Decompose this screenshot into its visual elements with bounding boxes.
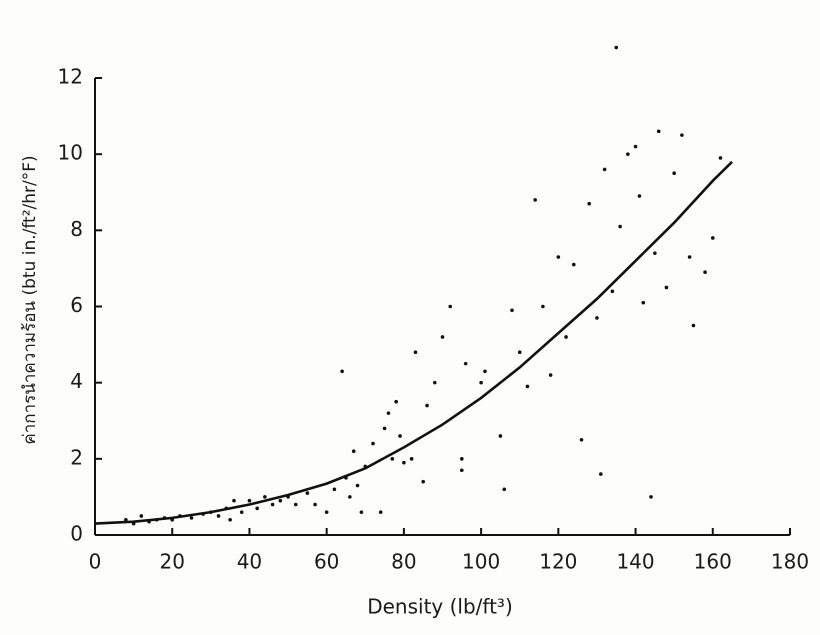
data-point	[394, 399, 398, 404]
data-point	[556, 255, 561, 259]
data-point	[641, 300, 646, 305]
x-tick-label: 60	[314, 550, 339, 574]
data-point	[703, 270, 707, 275]
data-point	[498, 434, 503, 438]
y-tick-label: 12	[58, 65, 83, 89]
data-point	[653, 251, 657, 255]
x-tick-label: 80	[391, 550, 416, 574]
data-point	[270, 502, 275, 507]
data-point	[510, 308, 514, 313]
data-point	[656, 129, 661, 134]
data-point	[691, 323, 696, 328]
data-point	[599, 472, 603, 476]
data-point	[633, 144, 638, 149]
data-point	[595, 316, 599, 320]
y-axis-title: ค่าการนำความร้อน (btu in./ft²/hr/°F)	[20, 155, 40, 444]
data-point	[610, 289, 615, 294]
data-point	[483, 369, 487, 374]
data-point	[332, 487, 337, 492]
data-point	[432, 380, 437, 385]
data-point	[398, 434, 402, 438]
data-point	[460, 468, 464, 473]
data-point	[571, 262, 576, 267]
data-point	[139, 514, 144, 518]
data-point	[371, 441, 375, 446]
data-point	[263, 495, 267, 499]
x-tick-label: 140	[616, 550, 654, 574]
y-tick-label: 4	[70, 369, 83, 393]
data-point	[124, 517, 128, 522]
data-point	[313, 502, 317, 507]
data-point	[189, 516, 194, 520]
data-point	[479, 380, 483, 385]
data-point	[390, 457, 395, 461]
data-point	[680, 133, 684, 137]
data-point	[239, 510, 244, 514]
y-tick-label: 10	[58, 141, 83, 165]
data-point	[637, 194, 642, 198]
data-point	[587, 201, 592, 206]
data-point	[626, 152, 630, 156]
data-point	[710, 236, 715, 240]
data-point	[425, 403, 429, 408]
data-point	[602, 167, 607, 172]
data-point	[293, 502, 298, 507]
data-point	[517, 350, 522, 355]
y-tick-label: 2	[70, 445, 83, 469]
x-tick-label: 180	[771, 550, 809, 574]
data-point	[533, 198, 537, 202]
data-point	[579, 437, 584, 442]
data-point	[614, 45, 619, 50]
x-tick-label: 160	[694, 550, 732, 574]
data-point	[463, 361, 468, 366]
data-point	[525, 384, 530, 389]
data-point	[402, 460, 406, 465]
data-point	[232, 498, 236, 503]
data-point	[359, 510, 364, 514]
data-point	[351, 449, 356, 454]
data-point	[460, 457, 464, 461]
data-point	[421, 479, 425, 484]
data-point	[324, 510, 329, 514]
data-point	[340, 369, 344, 374]
data-point	[348, 495, 352, 499]
data-point	[255, 506, 259, 511]
y-tick-label: 8	[70, 217, 83, 241]
data-point	[541, 304, 545, 309]
data-point	[649, 495, 653, 499]
data-point	[548, 373, 553, 377]
y-tick-label: 6	[70, 293, 83, 317]
data-point	[355, 483, 360, 488]
x-tick-label: 100	[462, 550, 500, 574]
data-point	[278, 498, 283, 503]
data-point	[386, 411, 391, 415]
data-point	[564, 335, 568, 339]
data-point	[228, 517, 232, 522]
data-point	[409, 457, 414, 461]
data-point	[413, 350, 418, 355]
x-tick-label: 0	[89, 550, 102, 574]
x-tick-label: 20	[159, 550, 184, 574]
data-point	[448, 304, 453, 309]
x-tick-label: 120	[539, 550, 577, 574]
data-point	[247, 498, 252, 503]
data-point	[618, 224, 622, 229]
data-point	[378, 510, 383, 514]
x-axis-title: Density (lb/ft³)	[367, 595, 513, 619]
y-tick-label: 0	[70, 522, 83, 546]
data-point	[718, 156, 723, 160]
data-point	[502, 487, 507, 492]
data-point	[687, 255, 692, 259]
data-point	[664, 285, 669, 290]
x-tick-label: 40	[237, 550, 262, 574]
data-point	[216, 514, 221, 518]
data-point	[440, 335, 445, 339]
data-point	[382, 426, 387, 431]
data-point	[305, 491, 310, 495]
data-point	[672, 171, 676, 176]
fit-curve	[94, 160, 733, 525]
